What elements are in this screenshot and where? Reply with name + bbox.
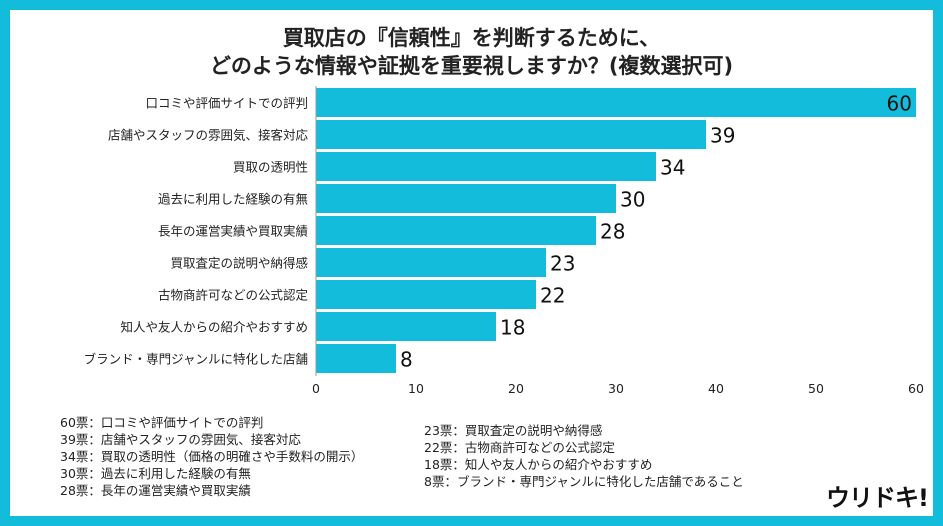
category-label: 買取の透明性 — [233, 160, 308, 175]
bar — [316, 152, 656, 181]
chart-title-line-1: 買取店の『信頼性』を判断するために、 — [282, 26, 661, 50]
category-label: 過去に利用した経験の有無 — [158, 192, 308, 207]
legend-item: 22票：古物商許可などの公式認定 — [424, 440, 615, 455]
category-label: 店舗やスタッフの雰囲気、接客対応 — [108, 128, 309, 143]
legend-left: 60票：口コミや評価サイトでの評判 39票：店舗やスタッフの雰囲気、接客対応 3… — [60, 414, 363, 499]
data-label: 34 — [660, 156, 685, 180]
legend-item: 28票：長年の運営実績や買取実績 — [60, 483, 251, 498]
x-tick-label: 50 — [808, 381, 824, 396]
chart-title-line-2: どのような情報や証拠を重要視しますか？(複数選択可) — [209, 54, 734, 78]
category-label: 知人や友人からの紹介やおすすめ — [120, 320, 308, 335]
data-label: 39 — [710, 124, 735, 148]
legend-item: 60票：口コミや評価サイトでの評判 — [60, 415, 264, 430]
legend-item: 23票：買取査定の説明や納得感 — [424, 423, 603, 438]
bar — [316, 312, 496, 341]
bar — [316, 280, 536, 309]
category-label: 口コミや評価サイトでの評判 — [145, 96, 308, 111]
bar — [316, 88, 916, 117]
x-tick-label: 30 — [608, 381, 624, 396]
x-tick-label: 60 — [908, 381, 924, 396]
bar — [316, 216, 596, 245]
data-label: 18 — [500, 316, 525, 340]
data-label: 8 — [400, 348, 413, 372]
category-label: 買取査定の説明や納得感 — [170, 256, 308, 271]
bar — [316, 344, 396, 373]
legend-item: 30票：過去に利用した経験の有無 — [60, 466, 251, 481]
x-tick-label: 20 — [508, 381, 524, 396]
data-label: 30 — [620, 188, 645, 212]
category-label: 長年の運営実績や買取実績 — [158, 224, 308, 239]
legend-item: 39票：店舗やスタッフの雰囲気、接客対応 — [60, 432, 301, 447]
bar — [316, 184, 616, 213]
legend-right: 23票：買取査定の説明や納得感 22票：古物商許可などの公式認定 18票：知人や… — [424, 422, 744, 490]
data-label: 60 — [887, 92, 912, 116]
x-tick-label: 10 — [408, 381, 424, 396]
uridoki-logo: ウリドキ! — [826, 484, 929, 512]
data-label: 28 — [600, 220, 625, 244]
legend-item: 8票：ブランド・専門ジャンルに特化した店舗であること — [424, 474, 744, 489]
x-tick-label: 40 — [708, 381, 724, 396]
category-label: ブランド・専門ジャンルに特化した店舗 — [84, 352, 308, 367]
x-tick-label: 0 — [312, 381, 320, 396]
bar — [316, 120, 706, 149]
legend-item: 34票：買取の透明性（価格の明確さや手数料の開示） — [60, 449, 364, 464]
data-label: 23 — [550, 252, 575, 276]
data-label: 22 — [540, 284, 565, 308]
category-label: 古物商許可などの公式認定 — [158, 288, 308, 303]
bar-chart: 口コミや評価サイトでの評判 60 店舗やスタッフの雰囲気、接客対応 39 買取の透明性 3… — [84, 86, 924, 396]
legend-item: 18票：知人や友人からの紹介やおすすめ — [424, 457, 653, 472]
bar — [316, 248, 546, 277]
